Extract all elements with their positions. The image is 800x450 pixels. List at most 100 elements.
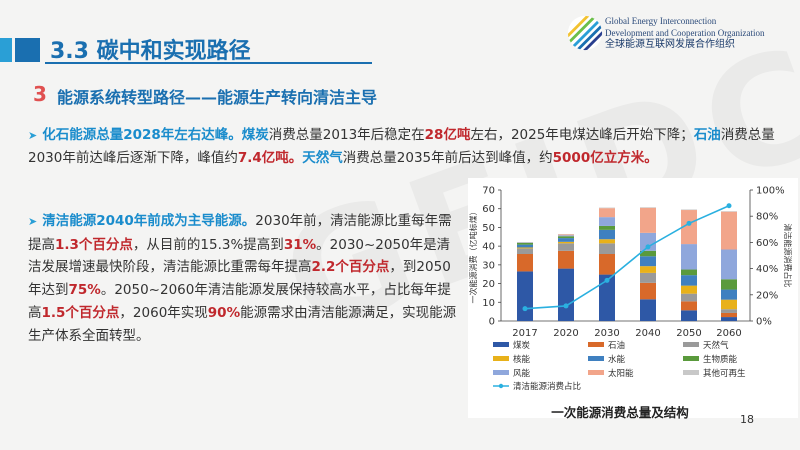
bar-segment-2050 xyxy=(681,310,697,321)
bar-segment-2030 xyxy=(599,254,615,275)
highlight-text: 2.2个百分点 xyxy=(311,259,390,276)
bar-segment-2020 xyxy=(558,238,574,242)
highlight-text: 煤炭 xyxy=(241,127,269,143)
x-tick-label: 2050 xyxy=(676,328,701,339)
org-name-en-2: Development and Cooperation Organization xyxy=(605,28,765,38)
bar-segment-2060 xyxy=(721,299,737,310)
y-tick-label: 40 xyxy=(482,242,495,253)
y2-tick-label: 0% xyxy=(756,317,772,328)
legend-label: 核能 xyxy=(513,354,531,365)
bar-segment-2040 xyxy=(640,232,656,251)
bar-segment-2030 xyxy=(599,207,615,209)
bar-segment-2030 xyxy=(599,239,615,244)
body-text: 消费总量2013年后稳定在 xyxy=(268,127,425,143)
bar-segment-2020 xyxy=(558,236,574,239)
y2-tick-label: 100% xyxy=(756,186,785,197)
body-text: 能源需求由清洁能源满足，实现能源生产体系全面转型。 xyxy=(28,304,457,344)
bar-segment-2030 xyxy=(599,274,615,321)
highlight-text: 1.5个百分点 xyxy=(41,304,120,321)
bar-segment-2060 xyxy=(721,309,737,313)
bar-segment-2050 xyxy=(681,301,697,311)
bar-segment-2050 xyxy=(681,210,697,245)
bar-segment-2040 xyxy=(640,256,656,267)
bar-segment-2060 xyxy=(721,279,737,290)
bar-segment-2020 xyxy=(558,250,574,269)
body-text: ，到2050年达到 xyxy=(28,259,451,299)
page-number: 18 xyxy=(740,413,754,426)
legend-swatch xyxy=(683,356,699,361)
bullet-arrow-icon: ➤ xyxy=(28,215,38,228)
title-underline xyxy=(45,62,372,64)
y-tick-label: 10 xyxy=(482,298,495,309)
body-text: 。2050~2060年清洁能源发展保持较高水平，占比每年提高 xyxy=(28,282,451,321)
x-tick-label: 2040 xyxy=(635,328,660,339)
legend-label: 生物质能 xyxy=(703,354,738,365)
x-tick-label: 2017 xyxy=(512,328,537,339)
clean-share-point xyxy=(686,220,692,226)
bar-segment-2050 xyxy=(681,293,697,302)
body-text: ，2060年实现 xyxy=(119,304,208,321)
legend-swatch xyxy=(588,370,604,375)
clean-share-point xyxy=(604,277,610,283)
highlight-text: 清洁能源2040年前成为主导能源。 xyxy=(42,213,256,229)
section-title: 能源系统转型路径——能源生产转向清洁主导 xyxy=(57,88,378,107)
legend-swatch xyxy=(588,342,604,347)
bar-segment-2040 xyxy=(640,272,656,283)
legend-swatch xyxy=(493,370,509,375)
highlight-text: 28亿吨 xyxy=(424,127,471,143)
bar-segment-2050 xyxy=(681,209,697,211)
legend-swatch xyxy=(588,356,604,361)
legend-label: 太阳能 xyxy=(608,368,634,379)
bar-segment-2017 xyxy=(517,248,533,255)
body-text: ，从目前的15.3%提高到 xyxy=(132,236,284,253)
bar-segment-2060 xyxy=(721,289,737,300)
legend-label: 煤炭 xyxy=(513,340,531,351)
bar-segment-2017 xyxy=(517,244,533,248)
bar-segment-2030 xyxy=(599,217,615,226)
bar-segment-2050 xyxy=(681,275,697,286)
highlight-text: 31% xyxy=(283,236,317,253)
bar-segment-2050 xyxy=(681,244,697,270)
x-tick-label: 2060 xyxy=(716,328,741,339)
bar-segment-2060 xyxy=(721,211,737,250)
highlight-text: 石油 xyxy=(693,127,721,143)
bar-segment-2017 xyxy=(517,242,533,245)
bar-segment-2017 xyxy=(517,247,533,249)
bar-segment-2040 xyxy=(640,207,656,208)
highlight-text: 90% xyxy=(207,304,241,321)
legend-label: 其他可再生 xyxy=(703,368,746,379)
y2-tick-label: 20% xyxy=(756,290,778,301)
clean-share-line xyxy=(524,204,730,310)
bar-segment-2030 xyxy=(599,243,615,255)
org-name-en-1: Global Energy Interconnection xyxy=(605,16,717,26)
legend-label: 天然气 xyxy=(703,340,729,351)
legend-label: 清洁能源消费占比 xyxy=(513,381,581,392)
x-tick-label: 2030 xyxy=(594,328,619,339)
bar-segment-2030 xyxy=(599,225,615,230)
bar-segment-2030 xyxy=(599,229,615,240)
highlight-text: 7.4亿吨。 xyxy=(237,150,303,166)
clean-share-point xyxy=(645,244,651,250)
bar-segment-2030 xyxy=(599,208,615,218)
highlight-text: 5000亿立方米。 xyxy=(552,150,658,166)
section-number-icon: 3 xyxy=(33,82,47,106)
body-text: 消费总量2030年前达峰后逐渐下降，峰值约 xyxy=(28,127,775,166)
bar-segment-2040 xyxy=(640,250,656,257)
clean-share-point xyxy=(563,303,569,309)
y-tick-label: 50 xyxy=(482,223,495,234)
bar-segment-2020 xyxy=(558,234,574,236)
bar-segment-2020 xyxy=(558,268,574,321)
body-text: 2030年前，清洁能源比重每年需提高 xyxy=(28,213,452,253)
legend-swatch xyxy=(683,370,699,375)
chart-title: 一次能源消费总量及结构 xyxy=(551,405,689,420)
bar-segment-2020 xyxy=(558,241,574,244)
body-text: 左右，2025年电煤达峰后开始下降； xyxy=(470,127,694,143)
body-text: 。2030~2050年是清洁发展增速最快阶段，清洁能源比重需每年提高 xyxy=(28,236,451,276)
legend-label: 水能 xyxy=(608,354,626,365)
bar-segment-2060 xyxy=(721,211,737,212)
highlight-text: 75% xyxy=(68,282,101,299)
y-tick-label: 30 xyxy=(482,260,495,271)
org-name-cn: 全球能源互联网发展合作组织 xyxy=(605,39,735,50)
page-title: 3.3 碳中和实现路径 xyxy=(50,39,251,64)
paragraph-fossil-energy: ➤ 化石能源总量2028年左右达峰。煤炭消费总量2013年后稳定在28亿吨左右，2… xyxy=(28,124,788,169)
